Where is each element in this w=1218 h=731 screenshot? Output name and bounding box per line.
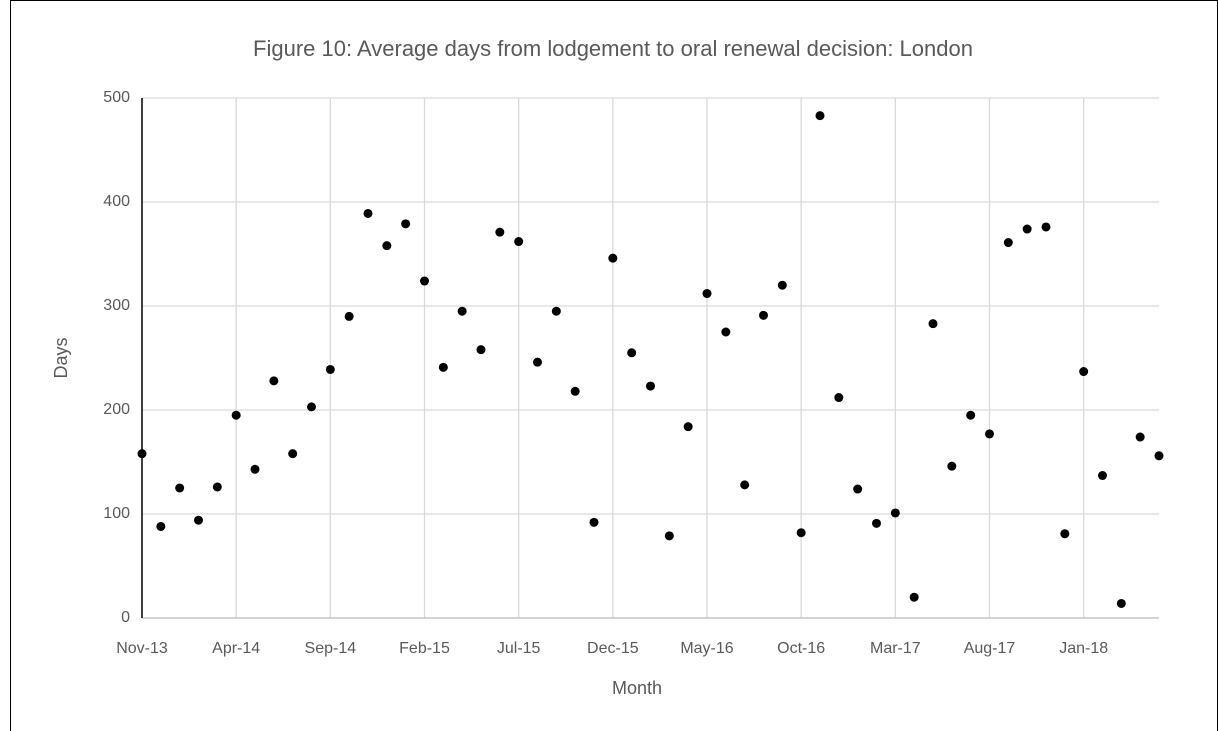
- x-tick-label: Sep-14: [305, 640, 357, 657]
- point: [1079, 367, 1089, 377]
- point: [853, 484, 863, 494]
- y-tick-label: 0: [121, 609, 130, 626]
- point: [646, 381, 655, 391]
- point: [1154, 451, 1164, 461]
- point: [759, 310, 768, 320]
- point: [231, 410, 241, 420]
- x-tick-label: Oct-16: [777, 640, 825, 657]
- point: [702, 289, 712, 299]
- point: [307, 402, 316, 412]
- point: [476, 345, 486, 355]
- point: [985, 429, 994, 439]
- point: [533, 357, 542, 367]
- point: [1116, 598, 1126, 608]
- point: [212, 482, 222, 492]
- point: [872, 518, 881, 528]
- point: [1098, 471, 1107, 481]
- chart-frame: [10, 0, 1218, 731]
- x-tick-label: Aug-17: [964, 640, 1016, 657]
- point: [589, 517, 599, 527]
- point: [834, 393, 844, 403]
- point: [1022, 224, 1032, 234]
- point: [947, 461, 957, 471]
- x-tick-label: Jan-18: [1059, 640, 1108, 657]
- point: [627, 348, 637, 358]
- point: [344, 311, 354, 321]
- point: [1135, 432, 1145, 442]
- point: [495, 227, 505, 237]
- point: [156, 521, 166, 531]
- x-axis-label: Month: [612, 678, 662, 698]
- x-tick-label: Feb-15: [399, 640, 450, 657]
- point: [194, 515, 203, 525]
- point: [796, 528, 806, 538]
- point: [664, 531, 674, 541]
- x-tick-label: Jul-15: [497, 640, 541, 657]
- point: [420, 276, 429, 286]
- point: [175, 483, 185, 493]
- point: [721, 327, 731, 337]
- y-tick-label: 200: [103, 401, 130, 418]
- point: [966, 410, 976, 420]
- x-tick-label: Apr-14: [212, 640, 260, 657]
- y-tick-label: 100: [103, 505, 130, 522]
- point: [815, 111, 825, 121]
- y-tick-label: 300: [103, 297, 130, 314]
- x-tick-label: May-16: [680, 640, 733, 657]
- point: [457, 306, 467, 316]
- point: [608, 253, 618, 263]
- y-tick-label: 500: [103, 89, 130, 106]
- point: [777, 280, 787, 290]
- point: [363, 208, 373, 218]
- point: [683, 422, 693, 432]
- point: [401, 219, 411, 229]
- point: [250, 464, 260, 474]
- point: [1041, 222, 1051, 232]
- y-axis-label: Days: [51, 337, 71, 378]
- point: [438, 362, 448, 372]
- point: [288, 449, 298, 459]
- y-tick-label: 400: [103, 193, 130, 210]
- point: [269, 376, 279, 386]
- point: [551, 306, 561, 316]
- point: [1060, 529, 1070, 539]
- x-tick-label: Mar-17: [870, 640, 921, 657]
- point: [890, 508, 900, 518]
- point: [928, 319, 938, 329]
- point: [909, 592, 919, 602]
- point: [514, 237, 524, 247]
- point: [740, 480, 750, 490]
- point: [1003, 238, 1013, 248]
- point: [137, 449, 147, 459]
- point: [325, 364, 335, 374]
- x-tick-label: Nov-13: [116, 640, 168, 657]
- chart-title: Figure 10: Average days from lodgement t…: [253, 36, 973, 61]
- x-tick-label: Dec-15: [587, 640, 639, 657]
- point: [382, 241, 392, 251]
- point: [570, 386, 580, 396]
